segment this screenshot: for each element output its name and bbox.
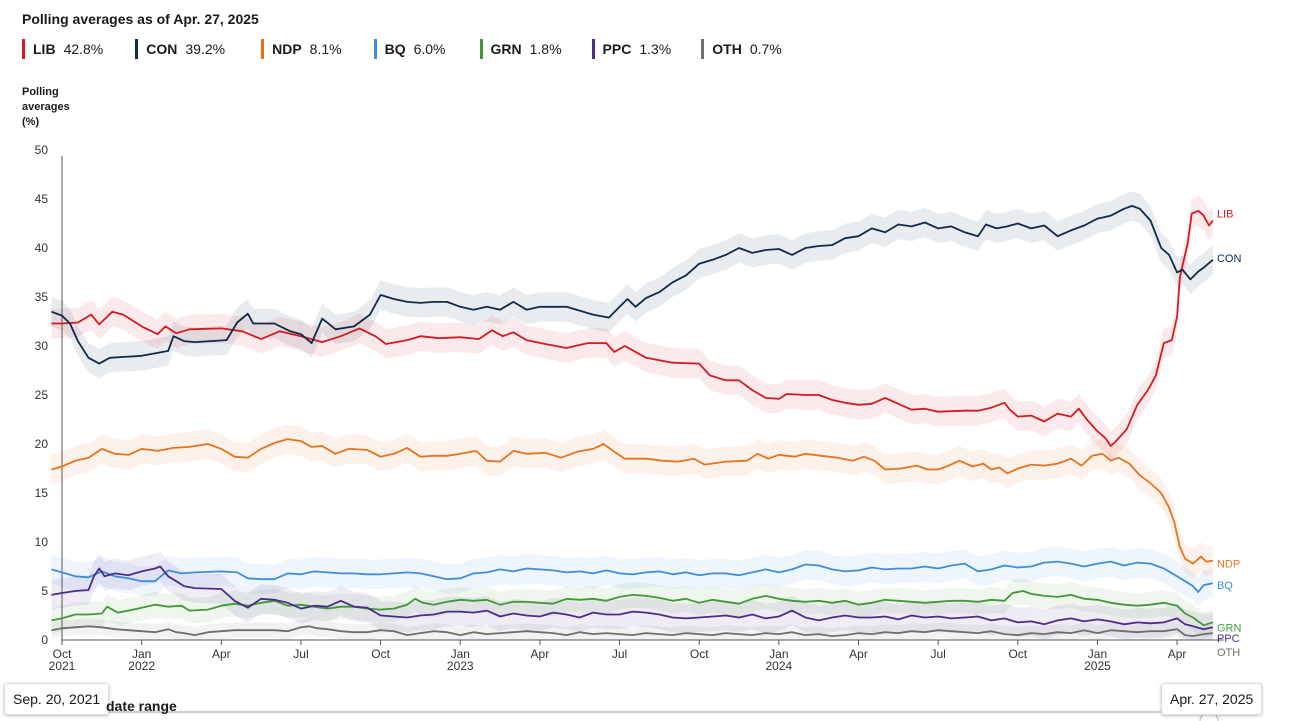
end-label-ndp: NDP <box>1217 559 1240 571</box>
legend-item-ndp[interactable]: NDP 8.1% <box>261 39 342 59</box>
end-label-con: CON <box>1217 253 1242 265</box>
y-tick-label: 50 <box>35 143 49 157</box>
legend-party-code: CON <box>146 41 178 57</box>
y-tick-label: 5 <box>41 584 48 598</box>
end-label-ppc: PPC <box>1217 633 1240 645</box>
end-label-oth: OTH <box>1217 647 1240 659</box>
legend-swatch <box>591 39 595 59</box>
legend-party-value: 39.2% <box>185 41 226 57</box>
x-tick-year: 2023 <box>447 659 474 673</box>
x-tick-label: Oct <box>53 647 72 661</box>
x-tick-label: Apr <box>531 647 550 661</box>
y-tick-label: 45 <box>35 192 49 206</box>
legend-item-oth[interactable]: OTH 0.7% <box>701 39 782 59</box>
date-range-slider <box>30 711 1230 721</box>
legend-party-code: PPC <box>602 41 632 57</box>
x-tick-year: 2025 <box>1084 659 1111 673</box>
y-tick-label: 25 <box>35 388 49 402</box>
band-oth <box>51 618 1213 640</box>
legend-swatch <box>701 39 705 59</box>
chart-title: Polling averages as of Apr. 27, 2025 <box>22 11 259 27</box>
x-tick-label: Oct <box>1008 647 1027 661</box>
legend-swatch <box>373 39 377 59</box>
legend-item-grn[interactable]: GRN 1.8% <box>479 39 562 59</box>
line-ppc[interactable] <box>51 565 1214 631</box>
x-tick-label: Jan <box>769 647 788 661</box>
legend-item-con[interactable]: CON 39.2% <box>135 39 225 59</box>
x-tick-label: Apr <box>849 647 868 661</box>
legend-item-lib[interactable]: LIB 42.8% <box>22 39 103 59</box>
band-ndp <box>51 424 1213 579</box>
x-tick-label: Oct <box>371 647 390 661</box>
legend-party-code: LIB <box>33 41 56 57</box>
x-tick-label: Jul <box>612 647 627 661</box>
x-tick-year: 2021 <box>49 659 76 673</box>
band-con <box>51 191 1213 379</box>
line-oth[interactable] <box>51 625 1213 637</box>
legend-party-value: 1.8% <box>529 41 562 57</box>
range-start-handle[interactable]: Sep. 20, 2021 <box>4 683 110 715</box>
band-lib <box>51 196 1213 461</box>
x-tick-label: Jan <box>451 647 470 661</box>
line-bq[interactable] <box>51 560 1214 593</box>
y-axis-title-line-2: averages <box>22 101 70 113</box>
y-tick-label: 20 <box>35 437 49 451</box>
band-bq <box>51 546 1213 607</box>
band-grn <box>51 578 1213 638</box>
y-axis-title-line-3: (%) <box>22 116 40 128</box>
x-tick-label: Jul <box>293 647 308 661</box>
legend: LIB 42.8% CON 39.2% NDP 8.1% BQ 6.0% GRN 1.8% PPC 1… <box>22 39 782 59</box>
x-tick-label: Jan <box>132 647 151 661</box>
series-lines <box>51 205 1214 637</box>
y-tick-label: 10 <box>35 535 49 549</box>
x-tick-label: Jan <box>1088 647 1107 661</box>
y-tick-label: 35 <box>35 290 49 304</box>
confidence-bands <box>51 191 1213 640</box>
y-tick-label: 0 <box>41 633 48 647</box>
y-tick-label: 40 <box>35 241 49 255</box>
y-tick-label: 30 <box>35 339 49 353</box>
y-axis: 0 5 10 15 20 25 30 35 40 45 50 <box>35 143 63 647</box>
legend-party-code: BQ <box>384 41 406 57</box>
legend-party-code: GRN <box>490 41 522 57</box>
line-ndp[interactable] <box>51 438 1214 565</box>
range-end-handle[interactable]: Apr. 27, 2025 <box>1161 683 1263 715</box>
legend-party-value: 0.7% <box>749 41 782 57</box>
line-con[interactable] <box>51 205 1214 365</box>
legend-swatch <box>261 39 265 59</box>
line-lib[interactable] <box>51 209 1214 447</box>
y-axis-title-line-1: Polling <box>22 86 59 98</box>
line-grn[interactable] <box>51 590 1214 627</box>
x-tick-label: Jul <box>930 647 945 661</box>
y-tick-label: 15 <box>35 486 49 500</box>
end-label-lib: LIB <box>1217 209 1234 221</box>
x-tick-year: 2024 <box>765 659 792 673</box>
legend-swatch <box>22 39 25 59</box>
end-label-bq: BQ <box>1217 580 1233 592</box>
x-tick-label: Oct <box>690 647 709 661</box>
legend-party-value: 6.0% <box>413 41 446 57</box>
legend-swatch <box>479 39 483 59</box>
end-label-grn: GRN <box>1217 622 1242 634</box>
x-tick-label: Apr <box>212 647 231 661</box>
legend-party-value: 1.3% <box>639 41 672 57</box>
legend-party-value: 42.8% <box>63 41 104 57</box>
x-tick-label: Apr <box>1168 647 1187 661</box>
legend-party-code: OTH <box>712 41 742 57</box>
legend-party-code: NDP <box>272 41 302 57</box>
legend-party-value: 8.1% <box>309 41 342 57</box>
y-axis-title: Polling averages (%) <box>22 85 70 130</box>
date-range-label: date range <box>106 698 177 714</box>
legend-item-ppc[interactable]: PPC 1.3% <box>591 39 672 59</box>
x-tick-year: 2022 <box>128 659 155 673</box>
legend-item-bq[interactable]: BQ 6.0% <box>373 39 446 59</box>
legend-swatch <box>135 39 139 59</box>
